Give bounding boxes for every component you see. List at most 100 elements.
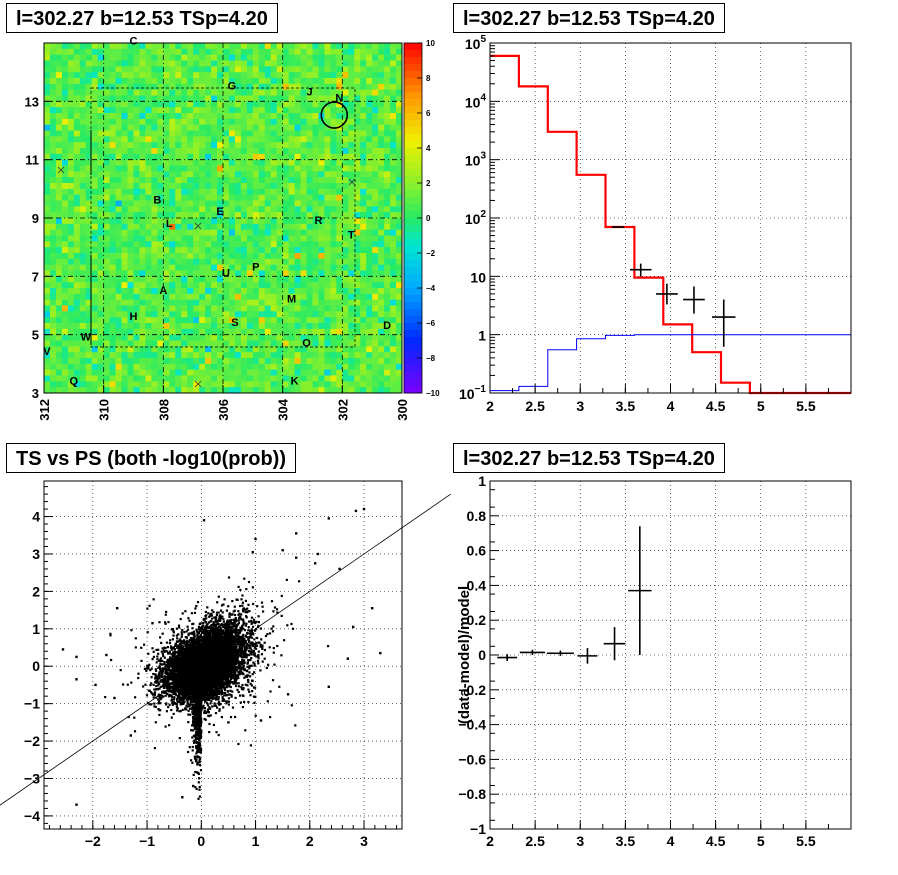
skymap-cell [211,89,218,96]
skymap-cell [61,142,69,149]
skymap-cell [103,299,111,306]
skymap-cell [91,387,99,394]
skymap-cell [193,124,200,131]
skymap-cell [85,83,93,91]
skymap-cell [294,363,301,371]
skymap-cell [151,369,158,376]
skymap-cell [211,387,218,394]
skymap-cell [252,223,260,231]
skymap-cell [115,142,122,149]
skymap-cell [49,311,57,318]
skymap-cell [306,264,313,271]
skymap-cell [294,136,301,143]
skymap-cell [270,346,278,353]
skymap-cell [199,276,206,283]
skymap-cell [175,159,182,166]
skymap-cell [360,375,367,382]
skymap-cell [372,177,379,184]
skymap-cell [61,235,69,242]
skymap-cell [181,72,188,79]
skymap-cell [234,78,242,85]
skymap-cell [300,142,307,149]
skymap-cell [175,83,182,91]
skymap-cell [73,171,81,178]
skymap-cell [223,305,230,312]
skymap-cell [193,142,200,149]
skymap-cell [318,328,325,336]
skymap-cell [67,118,75,126]
skymap-cell [354,305,361,312]
skymap-cell [181,288,188,295]
skymap-cell [378,130,385,137]
skymap-cell [228,305,236,312]
skymap-cell [312,66,319,73]
skymap-cell [73,363,81,371]
skymap-cell [324,136,331,143]
skymap-cell [79,346,87,353]
skymap-cell [73,334,81,341]
skymap-cell [79,130,87,137]
skymap-cell [312,177,319,184]
skymap-cell [163,188,170,196]
skymap-cell [199,247,206,254]
skymap-cell [306,200,313,207]
skymap-cell [169,218,176,225]
skymap-cell [330,171,337,178]
skymap-cell [264,177,272,184]
skymap-cell [169,165,176,172]
skymap-cell [390,118,397,126]
skymap-cell [354,235,361,242]
skymap-cell [372,299,379,306]
skymap-cross-marker [194,222,202,230]
skymap-cell [306,235,313,242]
skymap-cell [223,200,230,207]
skymap-cell [390,340,397,347]
skymap-cell [330,282,337,289]
skymap-cell [103,369,111,376]
skymap-cell [55,323,63,330]
skymap-cell [175,288,182,295]
skymap-cell [270,124,278,131]
skymap-cell [139,223,146,231]
skymap-cell [169,235,176,242]
skymap-cell [258,323,266,330]
skymap-cell [79,124,87,131]
skymap-cell [199,358,206,365]
skymap-cell [318,95,325,102]
skymap-cell [342,60,349,67]
skymap-cell [73,66,81,73]
skymap-cell [270,317,278,324]
skymap-cell [294,142,301,149]
skymap-cell [139,264,146,271]
skymap-cell [294,317,301,324]
skymap-cell [264,288,272,295]
skymap-cell [85,387,93,394]
skymap-cell [169,293,176,301]
skymap-cell [157,317,164,324]
skymap-cell [270,118,278,126]
skymap-cell [175,299,182,306]
skymap-cell [91,142,99,149]
skymap-cell [294,177,301,184]
skymap-cell [181,194,188,201]
skymap-cell [372,54,379,61]
skymap-cell [151,188,158,196]
skymap-cell [324,212,331,219]
skymap-cell [217,276,224,283]
skymap-cell [270,264,278,271]
skymap-cell [121,183,128,190]
skymap-cell [61,270,69,277]
skymap-cell [139,171,146,178]
skymap-cell [127,264,134,271]
skymap-cell [145,299,152,306]
skymap-cell [396,299,403,306]
skymap-cell [211,363,218,371]
skymap-cell [199,258,206,266]
skymap-cell [187,299,194,306]
skymap-cell [378,270,385,277]
skymap-cell [205,48,212,56]
skymap-cell [360,282,367,289]
skymap-x-tick-label: 306 [216,399,231,421]
